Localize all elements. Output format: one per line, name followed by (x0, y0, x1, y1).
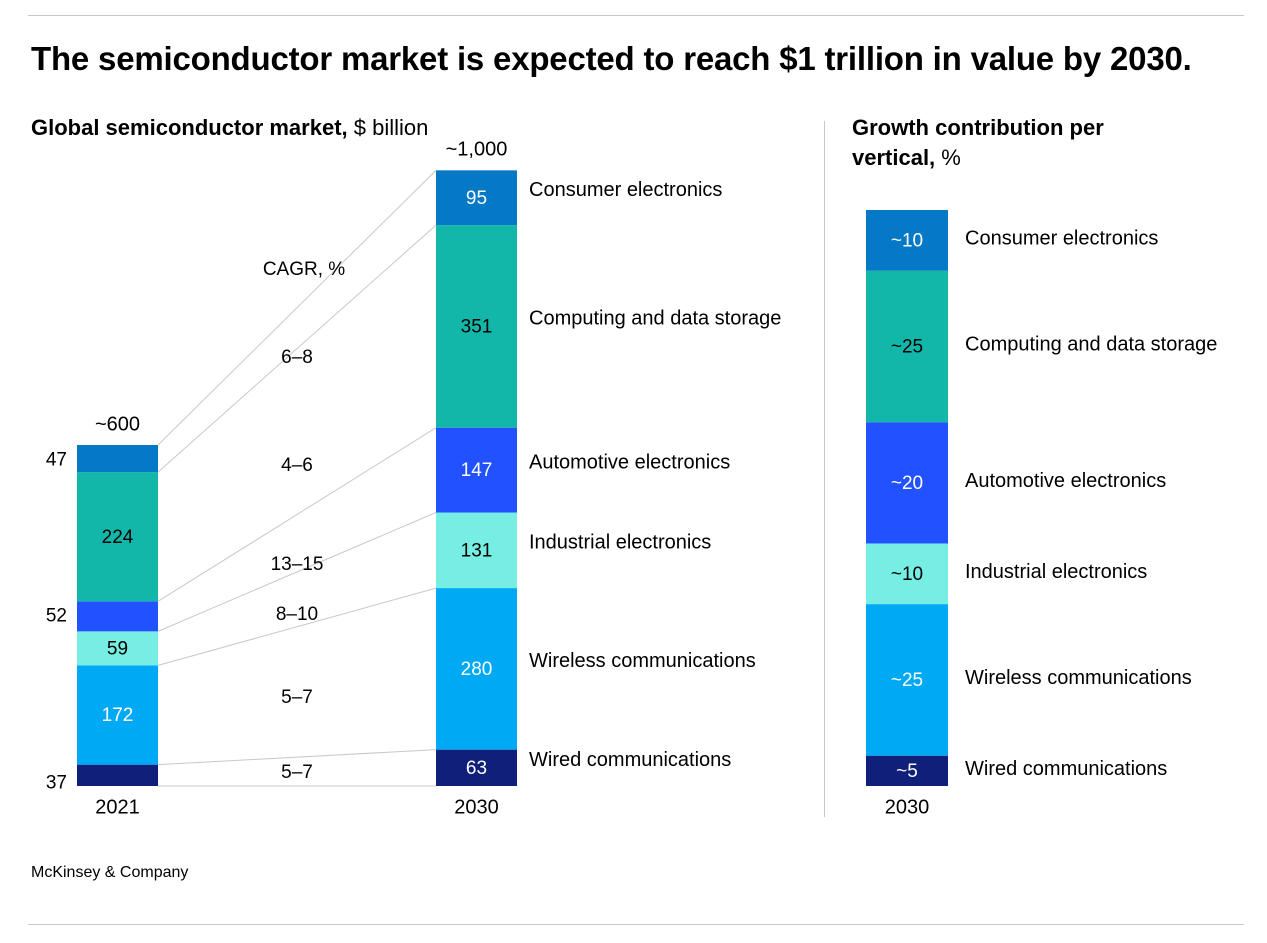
connector-line-industrial (157, 512, 437, 632)
data-label-2030-consumer: 95 (466, 188, 487, 209)
total-label-2030: ~1,000 (446, 139, 508, 161)
connector-line-consumer (157, 169, 437, 446)
share-legend-industrial: Industrial electronics (965, 561, 1147, 583)
share-label-consumer: ~10 (891, 230, 923, 251)
share-label-computing: ~25 (891, 336, 923, 357)
share-label-automotive: ~20 (891, 473, 923, 494)
right-chart-subtitle: Growth contribution per vertical, % (852, 113, 1182, 173)
cagr-header: CAGR, % (263, 259, 345, 280)
cagr-value-industrial: 8–10 (276, 604, 318, 625)
legend-label-wired: Wired communications (529, 749, 731, 771)
connector-line-wireless (157, 587, 437, 666)
total-label-2021: ~600 (95, 413, 140, 435)
bar-2030-wired (436, 749, 517, 786)
data-label-2030-computing: 351 (461, 316, 493, 337)
legend-label-industrial: Industrial electronics (529, 532, 711, 554)
share-legend-consumer: Consumer electronics (965, 228, 1158, 250)
share-legend-computing: Computing and data storage (965, 334, 1217, 356)
cagr-value-wireless: 5–7 (281, 687, 313, 708)
bar-2021-wireless (77, 665, 158, 765)
left-subtitle-unit: $ billion (353, 115, 429, 140)
chart-title: The semiconductor market is expected to … (31, 40, 1192, 77)
legend-label-wireless: Wireless communications (529, 650, 756, 672)
data-label-2030-wireless: 280 (461, 659, 493, 680)
bar-2030-consumer (436, 170, 517, 226)
bar-2021-wired (77, 764, 158, 786)
bar-2030-automotive (436, 427, 517, 513)
share-legend-wireless: Wireless communications (965, 667, 1192, 689)
data-label-2021-computing: 224 (102, 527, 134, 548)
bar-2021-automotive (77, 601, 158, 632)
share-bar-wireless (866, 604, 948, 756)
share-bar-industrial (866, 543, 948, 605)
share-label-wired: ~5 (896, 761, 918, 782)
left-subtitle-bold: Global semiconductor market, (31, 115, 348, 140)
source-label: McKinsey & Company (31, 864, 189, 881)
left-chart-subtitle: Global semiconductor market, $ billion (31, 113, 428, 143)
top-rule (28, 15, 1244, 16)
data-label-2021-consumer: 47 (46, 450, 67, 471)
right-subtitle-bold-line2: vertical, (852, 145, 936, 170)
right-subtitle-unit: % (941, 145, 961, 170)
x-tick-label-2021: 2021 (95, 796, 140, 818)
cagr-value-wired: 5–7 (281, 762, 313, 783)
legend-label-computing: Computing and data storage (529, 308, 781, 330)
legend-label-automotive: Automotive electronics (529, 451, 730, 473)
share-label-industrial: ~10 (891, 564, 923, 585)
cagr-value-consumer: 6–8 (281, 347, 313, 368)
data-label-2030-automotive: 147 (461, 460, 493, 481)
share-legend-automotive: Automotive electronics (965, 470, 1166, 492)
bar-2021-industrial (77, 631, 158, 666)
panel-divider (824, 121, 825, 817)
bar-2030-wireless (436, 588, 517, 750)
bottom-rule (28, 924, 1244, 925)
data-label-2021-industrial: 59 (107, 638, 128, 659)
share-bar-computing (866, 270, 948, 423)
share-bar-automotive (866, 422, 948, 544)
bar-2030-computing (436, 225, 517, 428)
share-bar-consumer (866, 210, 948, 271)
right-subtitle-bold-line1: Growth contribution per (852, 115, 1104, 140)
connector-line-wired (157, 749, 437, 766)
share-bar-wired (866, 755, 948, 786)
connector-line-automotive (157, 427, 437, 602)
legend-label-consumer: Consumer electronics (529, 179, 722, 201)
share-label-wireless: ~25 (891, 670, 923, 691)
x-tick-label-right-2030: 2030 (885, 796, 930, 818)
bar-2030-industrial (436, 512, 517, 589)
data-label-2021-automotive: 52 (46, 605, 67, 626)
data-label-2030-wired: 63 (466, 758, 487, 779)
cagr-value-computing: 4–6 (281, 455, 313, 476)
connector-line-computing (157, 224, 437, 473)
data-label-2021-wired: 37 (46, 772, 67, 793)
x-tick-label-2030: 2030 (454, 796, 499, 818)
bar-2021-consumer (77, 444, 158, 473)
share-legend-wired: Wired communications (965, 758, 1167, 780)
cagr-value-automotive: 13–15 (271, 554, 324, 575)
data-label-2030-industrial: 131 (461, 540, 493, 561)
bar-2021-computing (77, 472, 158, 602)
data-label-2021-wireless: 172 (102, 705, 134, 726)
